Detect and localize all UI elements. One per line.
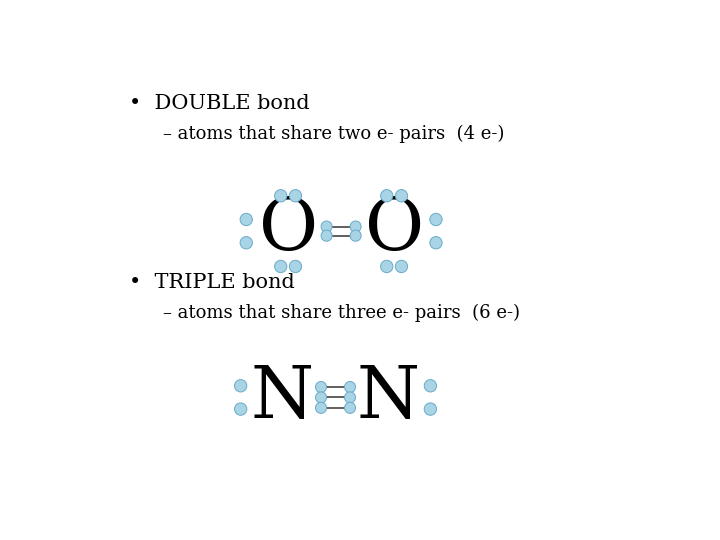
Ellipse shape (315, 381, 327, 393)
Ellipse shape (235, 380, 247, 392)
Ellipse shape (350, 230, 361, 241)
Ellipse shape (381, 260, 393, 273)
Text: •  DOUBLE bond: • DOUBLE bond (129, 94, 310, 113)
Ellipse shape (344, 392, 356, 403)
Ellipse shape (240, 237, 253, 249)
Ellipse shape (321, 221, 332, 232)
Text: O: O (364, 196, 423, 266)
Ellipse shape (344, 381, 356, 393)
Ellipse shape (274, 260, 287, 273)
Ellipse shape (395, 190, 408, 202)
Ellipse shape (240, 213, 253, 226)
Ellipse shape (344, 402, 356, 414)
Ellipse shape (395, 260, 408, 273)
Ellipse shape (350, 221, 361, 232)
Ellipse shape (274, 190, 287, 202)
Text: – atoms that share three e- pairs  (6 e-): – atoms that share three e- pairs (6 e-) (163, 304, 520, 322)
Ellipse shape (424, 380, 436, 392)
Ellipse shape (315, 402, 327, 414)
Ellipse shape (289, 190, 302, 202)
Ellipse shape (315, 392, 327, 403)
Ellipse shape (430, 237, 442, 249)
Ellipse shape (430, 213, 442, 226)
Text: N: N (357, 362, 420, 433)
Ellipse shape (424, 403, 436, 415)
Text: •  TRIPLE bond: • TRIPLE bond (129, 273, 294, 292)
Ellipse shape (381, 190, 393, 202)
Text: – atoms that share two e- pairs  (4 e-): – atoms that share two e- pairs (4 e-) (163, 125, 504, 143)
Text: N: N (251, 362, 314, 433)
Ellipse shape (321, 230, 332, 241)
Ellipse shape (235, 403, 247, 415)
Ellipse shape (289, 260, 302, 273)
Text: O: O (258, 196, 318, 266)
